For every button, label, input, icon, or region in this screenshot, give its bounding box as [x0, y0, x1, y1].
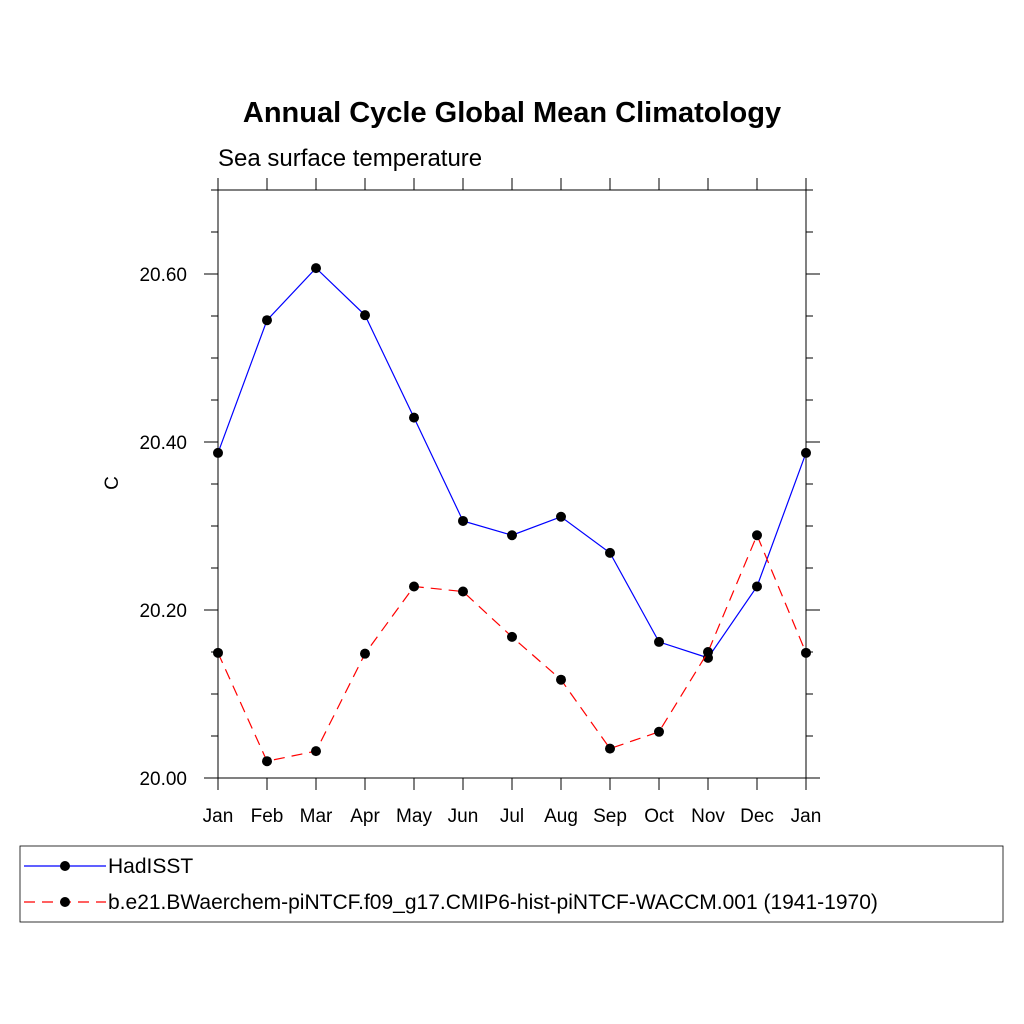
data-point-series-2 [507, 631, 517, 642]
data-point-series-1 [262, 315, 272, 326]
data-point-series-1 [654, 636, 664, 647]
data-point-series-2 [458, 586, 468, 597]
data-point-series-1 [752, 581, 762, 592]
data-point-series-1 [311, 263, 321, 274]
data-point-series-1 [213, 447, 223, 458]
x-tick-label: Aug [544, 806, 578, 827]
x-tick-label: Mar [300, 806, 333, 827]
data-point-series-2 [213, 647, 223, 658]
chart-subtitle: Sea surface temperature [218, 145, 482, 172]
data-point-series-1 [360, 310, 370, 321]
x-tick-label: Sep [593, 806, 627, 827]
legend-label-1: HadISST [108, 855, 193, 878]
data-point-series-2 [409, 581, 419, 592]
data-point-series-2 [703, 647, 713, 657]
x-tick-label: Dec [740, 806, 774, 827]
data-point-series-1 [507, 530, 517, 541]
legend-box [19, 845, 1004, 923]
legend: HadISST b.e21.BWaerchem-piNTCF.f09_g17.CM… [24, 855, 878, 914]
x-tick-label: Apr [350, 806, 380, 827]
x-tick-label: May [396, 806, 432, 827]
data-point-series-2 [556, 674, 566, 685]
x-tick-labels: Jan Feb Mar Apr May Jun Jul Aug Sep Oct Nov Dec Jan [203, 806, 822, 827]
x-tick-label: Jan [791, 806, 822, 827]
data-point-series-1 [458, 515, 468, 526]
x-tick-label: Feb [251, 806, 284, 827]
data-point-series-1 [556, 511, 566, 522]
y-tick-label: 20.20 [139, 601, 187, 622]
data-point-series-2 [752, 530, 762, 541]
legend-label-2: b.e21.BWaerchem-piNTCF.f09_g17.CMIP6-his… [108, 891, 878, 914]
x-tick-label: Oct [644, 806, 674, 827]
y-axis-label: C [102, 476, 123, 490]
data-point-series-2 [801, 647, 811, 658]
x-tick-label: Nov [691, 806, 725, 827]
data-point-series-2 [262, 756, 272, 767]
x-tick-label: Jun [448, 806, 479, 827]
legend-marker-2 [60, 897, 70, 907]
legend-marker-1 [60, 861, 70, 871]
x-tick-label: Jan [203, 806, 234, 827]
data-point-series-1 [409, 412, 419, 423]
series-line-2 [217, 533, 807, 762]
y-tick-label: 20.60 [139, 265, 187, 286]
y-tick-label: 20.40 [139, 433, 187, 454]
axis-ticks [204, 178, 820, 790]
data-point-series-1 [605, 547, 615, 558]
data-point-series-1 [801, 447, 811, 458]
series-line-1 [217, 267, 807, 659]
y-tick-labels: 20.00 20.20 20.40 20.60 [139, 265, 187, 790]
data-point-series-2 [605, 743, 615, 754]
x-tick-label: Jul [500, 806, 524, 827]
chart-title: Annual Cycle Global Mean Climatology [243, 97, 781, 129]
data-point-series-2 [654, 726, 664, 737]
data-point-series-2 [360, 648, 370, 659]
y-tick-label: 20.00 [139, 769, 187, 790]
series-group [213, 263, 811, 767]
data-point-series-2 [311, 746, 321, 757]
